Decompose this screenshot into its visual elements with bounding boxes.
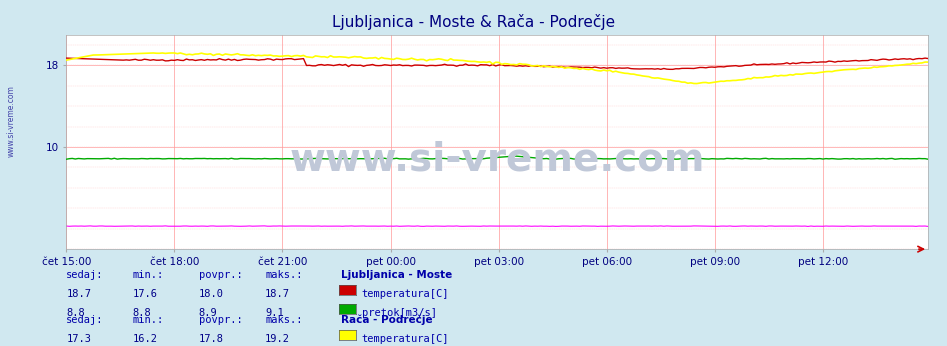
Text: Ljubljanica - Moste: Ljubljanica - Moste	[341, 270, 452, 280]
Text: temperatura[C]: temperatura[C]	[362, 289, 449, 299]
Text: min.:: min.:	[133, 270, 164, 280]
Text: 18.7: 18.7	[66, 289, 91, 299]
Text: pretok[m3/s]: pretok[m3/s]	[362, 308, 437, 318]
Text: povpr.:: povpr.:	[199, 315, 242, 325]
Text: maks.:: maks.:	[265, 270, 303, 280]
Text: 18.0: 18.0	[199, 289, 223, 299]
Text: 17.3: 17.3	[66, 334, 91, 344]
Text: www.si-vreme.com: www.si-vreme.com	[290, 140, 705, 178]
Text: Ljubljanica - Moste & Rača - Podrečje: Ljubljanica - Moste & Rača - Podrečje	[332, 14, 615, 30]
Text: sedaj:: sedaj:	[66, 270, 104, 280]
Text: 19.2: 19.2	[265, 334, 290, 344]
Text: Rača - Podrečje: Rača - Podrečje	[341, 315, 433, 325]
Text: 18.7: 18.7	[265, 289, 290, 299]
Text: sedaj:: sedaj:	[66, 315, 104, 325]
Text: 17.8: 17.8	[199, 334, 223, 344]
Text: 8.9: 8.9	[199, 308, 218, 318]
Text: 17.6: 17.6	[133, 289, 157, 299]
Text: 8.8: 8.8	[66, 308, 85, 318]
Text: www.si-vreme.com: www.si-vreme.com	[7, 85, 16, 157]
Text: 9.1: 9.1	[265, 308, 284, 318]
Text: 8.8: 8.8	[133, 308, 152, 318]
Text: povpr.:: povpr.:	[199, 270, 242, 280]
Text: maks.:: maks.:	[265, 315, 303, 325]
Text: min.:: min.:	[133, 315, 164, 325]
Text: temperatura[C]: temperatura[C]	[362, 334, 449, 344]
Text: 16.2: 16.2	[133, 334, 157, 344]
